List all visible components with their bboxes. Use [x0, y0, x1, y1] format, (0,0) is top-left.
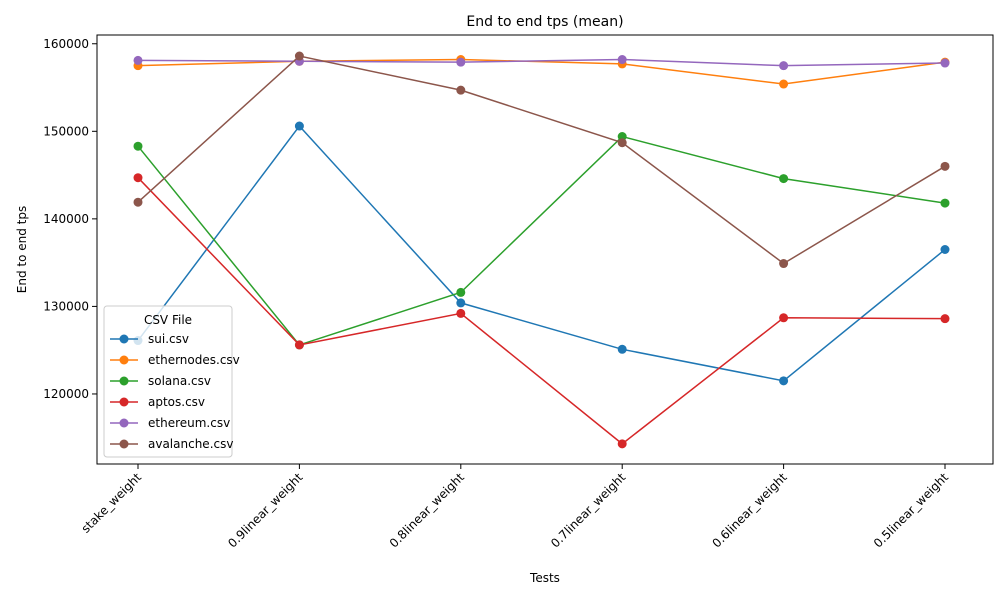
y-tick-label: 160000 — [43, 37, 89, 51]
data-point-avalanche — [133, 197, 143, 207]
legend: CSV File sui.csv ethernodes.csv solana.csv a… — [103, 305, 240, 458]
legend-label-aptos: aptos.csv — [148, 395, 205, 409]
y-tick-label: 130000 — [43, 299, 89, 313]
legend-label-solana: solana.csv — [148, 374, 211, 388]
data-point-aptos — [456, 308, 466, 318]
data-point-ethereum — [779, 61, 789, 71]
data-point-solana — [940, 198, 950, 208]
data-point-avalanche — [940, 161, 950, 171]
data-point-sui — [779, 376, 789, 386]
data-point-avalanche — [779, 259, 789, 269]
series-line-aptos — [137, 177, 946, 445]
data-point-aptos — [940, 314, 950, 324]
data-point-avalanche — [617, 138, 627, 148]
legend-marker-solana — [119, 376, 129, 386]
data-point-solana — [456, 287, 466, 297]
series-line-ethernodes — [137, 58, 946, 85]
plot-frame — [96, 34, 994, 465]
data-point-aptos — [133, 173, 143, 183]
x-axis-label: Tests — [529, 571, 560, 585]
series-line-avalanche — [137, 55, 946, 265]
data-point-ethereum — [133, 55, 143, 65]
legend-box — [103, 305, 233, 458]
data-point-avalanche — [294, 51, 304, 61]
legend-marker-sui — [119, 334, 129, 344]
y-tick-label: 140000 — [43, 212, 89, 226]
y-tick-label: 120000 — [43, 387, 89, 401]
data-point-solana — [779, 174, 789, 184]
data-point-ethereum — [456, 57, 466, 67]
legend-marker-avalanche — [119, 439, 129, 449]
data-point-aptos — [779, 313, 789, 323]
data-point-avalanche — [456, 85, 466, 95]
y-tick-label: 150000 — [43, 124, 89, 138]
series-line-sui — [137, 124, 946, 382]
series-line-solana — [137, 135, 946, 346]
legend-label-sui: sui.csv — [148, 332, 189, 346]
data-point-ethernodes — [779, 79, 789, 89]
data-point-ethereum — [940, 58, 950, 68]
legend-title: CSV File — [144, 313, 192, 327]
legend-marker-aptos — [119, 397, 129, 407]
legend-marker-ethernodes — [119, 355, 129, 365]
legend-label-avalanche: avalanche.csv — [148, 437, 233, 451]
data-point-sui — [456, 298, 466, 308]
data-point-ethereum — [617, 55, 627, 65]
data-point-sui — [294, 121, 304, 131]
legend-label-ethernodes: ethernodes.csv — [148, 353, 240, 367]
chart-title: End to end tps (mean) — [466, 14, 623, 30]
data-point-solana — [133, 141, 143, 151]
legend-label-ethereum: ethereum.csv — [148, 416, 230, 430]
data-point-aptos — [294, 340, 304, 350]
legend-marker-ethereum — [119, 418, 129, 428]
y-axis-label: End to end tps — [15, 206, 29, 293]
data-point-sui — [617, 344, 627, 354]
series-line-ethereum — [137, 58, 946, 67]
data-point-sui — [940, 245, 950, 254]
data-point-aptos — [617, 439, 627, 449]
